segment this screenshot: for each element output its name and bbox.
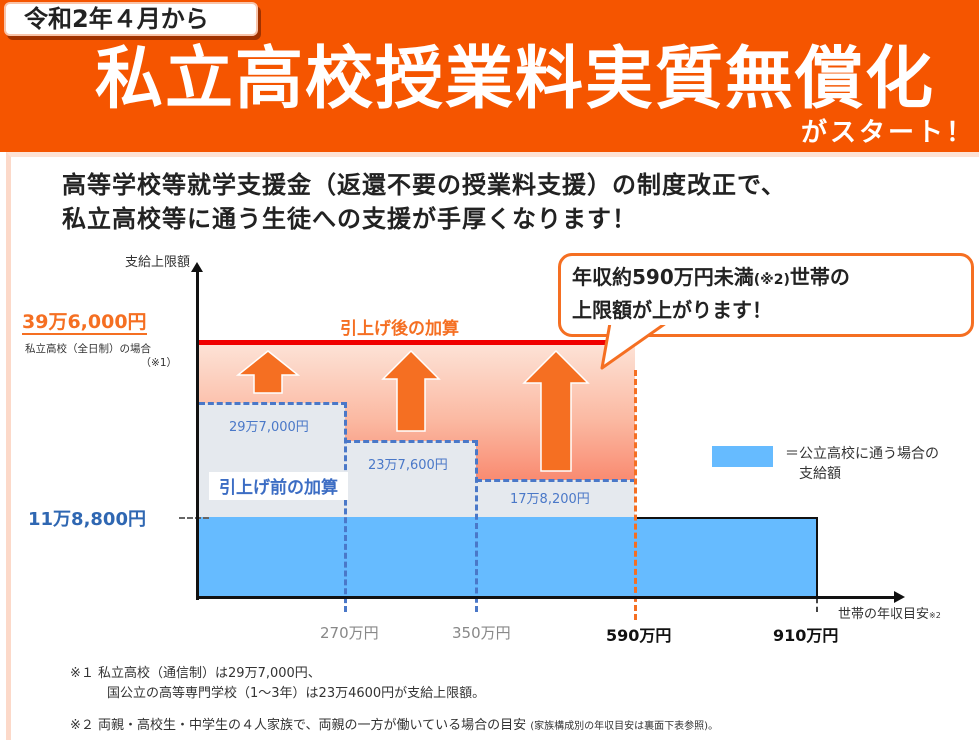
after-increase-label: 引上げ後の加算	[340, 319, 459, 339]
date-badge: 令和2年４月から	[4, 2, 258, 36]
x-axis	[196, 596, 896, 599]
x-axis-label: 世帯の年収目安※2	[838, 607, 941, 622]
y-value-high: 39万6,000円	[22, 311, 147, 335]
page-subtitle: がスタート！	[800, 118, 975, 148]
legend-swatch	[712, 446, 773, 467]
before-step-3	[476, 480, 635, 517]
headline-line-2: 私立高校等に通う生徒への支援が手厚くなります！	[62, 205, 637, 233]
callout-tail	[600, 320, 668, 370]
content-panel	[6, 152, 979, 740]
headline-line-1: 高等学校等就学支援金（返還不要の授業料支援）の制度改正で、	[62, 171, 787, 199]
tick-350-line	[475, 440, 478, 612]
tick-910-line	[816, 598, 818, 612]
headline: 高等学校等就学支援金（返還不要の授業料支援）の制度改正で、 私立高校等に通う生徒…	[62, 168, 786, 236]
y-axis-label: 支給上限額	[125, 255, 191, 270]
x-axis-arrow-icon	[894, 591, 905, 603]
footnote-1: ※１ 私立高校（通信制）は29万7,000円、 国公立の高等専門学校（1～3年）…	[70, 666, 486, 701]
step-label-1: 29万7,000円	[229, 420, 309, 435]
x-tick-910: 910万円	[773, 626, 839, 645]
x-tick-270: 270万円	[320, 624, 379, 642]
up-arrow-icon	[522, 349, 590, 472]
footnote-2: ※２ 両親・高校生・中学生の４人家族で、両親の一方が働いている場合の目安 (家族…	[70, 718, 719, 733]
tick-590-line	[634, 370, 637, 620]
callout-line-2: 上限額が上がります！	[572, 298, 772, 322]
x-tick-350: 350万円	[452, 624, 511, 642]
y-axis	[196, 268, 199, 600]
y-value-high-note: 私立高校（全日制）の場合 （※1）	[25, 343, 177, 369]
step-label-2: 23万7,600円	[368, 458, 448, 473]
y-value-low: 11万8,800円	[28, 509, 146, 530]
before-step-2	[345, 441, 476, 517]
before-step-2-top	[345, 440, 478, 443]
callout-line-1: 年収約590万円未満(※2)世帯の	[572, 265, 850, 289]
tick-270-line	[344, 402, 347, 612]
low-value-reference-line	[179, 517, 209, 519]
public-school-amount-area	[199, 517, 816, 596]
legend-text: ＝公立高校に通う場合の 支給額	[785, 446, 939, 482]
x-tick-590: 590万円	[606, 626, 672, 645]
callout-text: 年収約590万円未満(※2)世帯の 上限額が上がります！	[572, 262, 850, 325]
before-step-1-top	[199, 402, 347, 405]
before-increase-label: 引上げ前の加算	[209, 472, 348, 500]
step-label-3: 17万8,200円	[510, 492, 590, 507]
y-axis-arrow-icon	[191, 262, 203, 272]
header-banner: 令和2年４月から 私立高校授業料実質無償化 がスタート！	[0, 0, 979, 152]
up-arrow-icon	[236, 350, 300, 394]
up-arrow-icon	[381, 349, 441, 432]
public-school-amount-outline	[637, 517, 818, 598]
before-step-3-top	[476, 479, 636, 482]
page-title: 私立高校授業料実質無償化	[95, 40, 936, 119]
after-increase-line	[199, 340, 617, 345]
